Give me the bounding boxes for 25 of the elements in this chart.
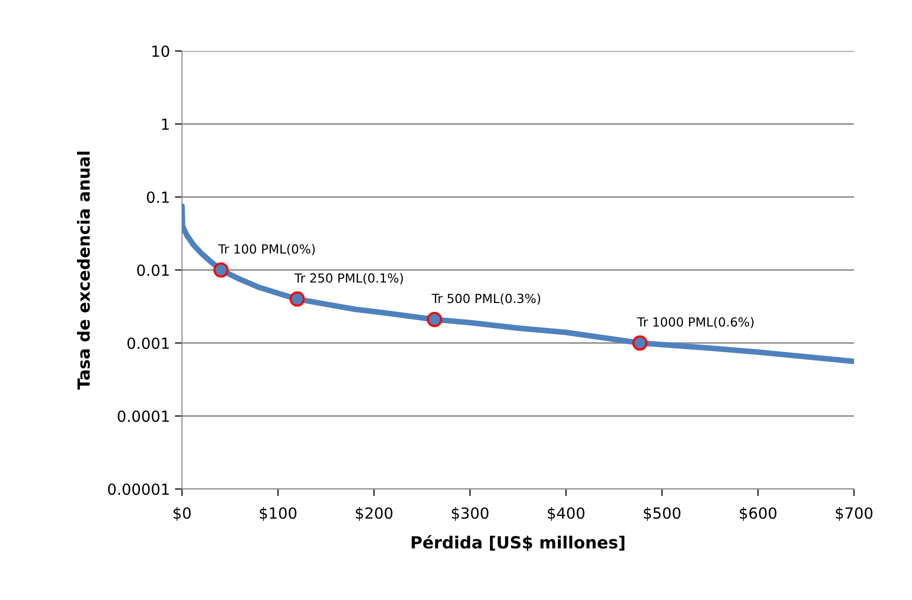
x-tick-label: $0 — [174, 507, 191, 521]
annotation: Tr 250 PML(0.1%) — [294, 273, 403, 284]
y-axis-title: Tasa de excedencia anual — [76, 152, 90, 390]
point — [290, 291, 305, 307]
x-tick-label: $700 — [836, 507, 872, 521]
point — [213, 262, 229, 278]
x-axis-title: Pérdida [US$ millones] — [412, 535, 624, 551]
y-tick-label: 0.0001 — [118, 410, 169, 422]
annotation: Tr 100 PML(0%) — [218, 244, 315, 256]
y-tick-label: 0.00001 — [108, 483, 169, 496]
x-tick-label: $600 — [740, 507, 776, 521]
x-tick-label: $400 — [548, 507, 584, 521]
y-tick-label: 1 — [162, 118, 169, 130]
point — [632, 335, 648, 351]
y-tick-label: 0.001 — [127, 337, 169, 350]
y-tick-label: 10 — [152, 45, 170, 58]
y-tick-label: 0.01 — [137, 264, 169, 276]
annotation: Tr 500 PML(0.3%) — [432, 294, 540, 305]
y-tick-label: 0.1 — [146, 191, 169, 204]
x-tick-label: $500 — [644, 507, 680, 521]
point — [426, 312, 442, 328]
x-tick-label: $300 — [452, 507, 488, 521]
x-tick-label: $100 — [260, 507, 296, 521]
annotation: Tr 1000 PML(0.6%) — [637, 317, 754, 328]
x-tick-label: $200 — [356, 507, 392, 521]
